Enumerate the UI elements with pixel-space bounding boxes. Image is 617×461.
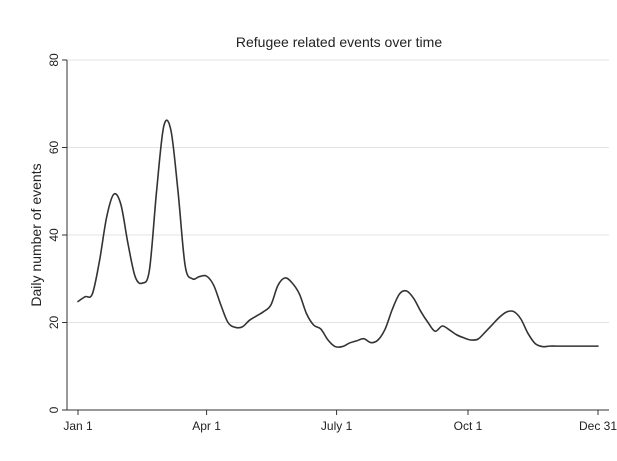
chart-title: Refugee related events over time [236, 34, 442, 50]
y-tick-label: 80 [47, 53, 61, 67]
x-tick-label: Apr 1 [192, 419, 221, 433]
series-layer [77, 119, 599, 348]
x-tick-label: Dec 31 [579, 419, 617, 433]
y-tick-label: 40 [47, 228, 61, 242]
series-line-0 [77, 119, 599, 348]
y-tick-label: 20 [47, 316, 61, 330]
x-tick-label: Oct 1 [454, 419, 483, 433]
y-axis-label: Daily number of events [28, 163, 44, 306]
x-tick-label: Jan 1 [63, 419, 93, 433]
tick-labels: 0 20 40 60 80 Jan 1 Apr 1 July 1 Oct 1 Dec 31 [47, 53, 617, 433]
y-tick-label: 60 [47, 141, 61, 155]
gridlines [67, 59, 609, 323]
axes [62, 59, 609, 415]
x-tick-label: July 1 [321, 419, 353, 433]
y-tick-label: 0 [47, 406, 61, 413]
